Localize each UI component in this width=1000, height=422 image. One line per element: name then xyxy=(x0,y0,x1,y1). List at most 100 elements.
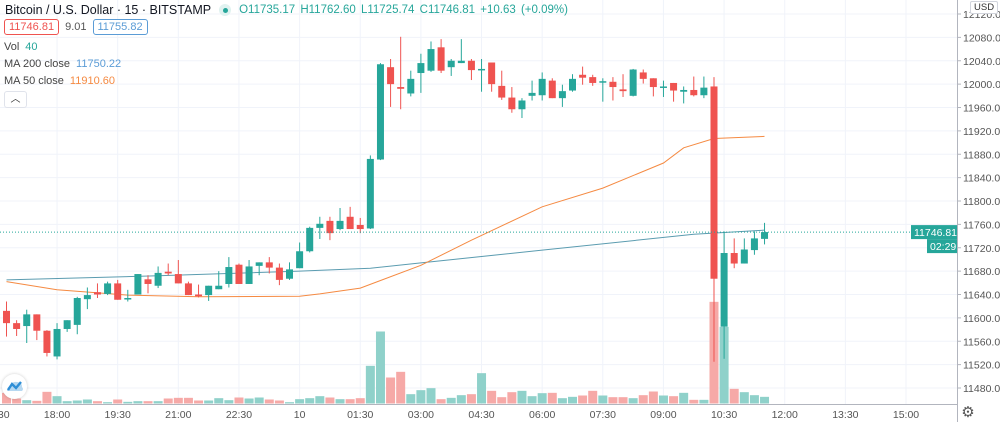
candle-body xyxy=(427,49,435,71)
candle xyxy=(558,84,566,107)
indicator-ma50[interactable]: MA 50 close 11910.60 xyxy=(4,75,115,87)
candle xyxy=(124,289,132,302)
candle xyxy=(296,242,304,269)
price-badges: 11746.81 02:29 xyxy=(911,225,957,254)
candle xyxy=(710,77,718,362)
bid-ask-row: 11746.81 9.01 11755.82 xyxy=(4,19,148,35)
candle-body xyxy=(346,216,354,230)
volume-bar xyxy=(103,402,113,404)
buy-price-button[interactable]: 11755.82 xyxy=(92,19,148,35)
volume-bar xyxy=(204,400,214,404)
price-tick-label: 11680.00 xyxy=(963,266,1000,278)
candle-body xyxy=(467,60,475,71)
candle xyxy=(154,266,162,289)
volume-bar xyxy=(375,331,385,404)
candle-body xyxy=(356,224,364,230)
candle-body xyxy=(761,232,769,239)
tradingview-logo-icon[interactable] xyxy=(2,374,27,399)
candle xyxy=(538,72,546,101)
volume-bar xyxy=(567,396,577,404)
time-tick-label: 01:30 xyxy=(347,409,373,421)
time-axis[interactable]: 16:30 18:00 19:30 21:00 22:30 10 01:30 03:00 04:… xyxy=(0,409,919,421)
candle-body xyxy=(53,328,61,357)
candle-body xyxy=(144,279,152,284)
candle-body xyxy=(13,323,21,329)
settings-gear-icon[interactable]: ⚙ xyxy=(961,404,975,421)
ma200-line xyxy=(6,229,765,281)
volume-bar xyxy=(588,390,598,404)
price-tick-label: 11520.00 xyxy=(963,360,1000,372)
volume-bar xyxy=(527,396,537,404)
volume-bar xyxy=(406,394,416,404)
indicator-label: MA 200 close xyxy=(4,58,71,70)
time-tick-label: 12:00 xyxy=(772,409,798,421)
candle-body xyxy=(730,253,738,264)
volume-bar xyxy=(264,399,274,404)
volume-bar xyxy=(517,390,527,404)
volume-bar xyxy=(143,401,153,404)
candle xyxy=(437,39,445,74)
candle xyxy=(457,39,465,64)
candle-body xyxy=(174,274,182,284)
candle xyxy=(467,58,475,81)
price-tick-label: 11960.00 xyxy=(963,103,1000,115)
volume-bar xyxy=(689,399,699,404)
volume-bar xyxy=(547,392,557,404)
candle-body xyxy=(710,86,718,279)
currency-label[interactable]: USD xyxy=(970,1,999,14)
candle-body xyxy=(286,269,294,279)
countdown-badge xyxy=(927,239,957,254)
candle-body xyxy=(740,249,748,264)
candle-body xyxy=(124,298,132,300)
candle xyxy=(93,283,101,299)
volume-bar xyxy=(739,392,749,404)
volume-bar xyxy=(92,401,102,404)
volume-bar xyxy=(295,399,305,404)
candle xyxy=(568,74,576,92)
volume-bar xyxy=(628,398,638,404)
symbol-title[interactable]: Bitcoin / U.S. Dollar · 15 · BITSTAMP xyxy=(5,3,212,17)
volume-bar xyxy=(285,402,295,404)
sell-price-button[interactable]: 11746.81 xyxy=(4,19,60,35)
collapse-legend-button[interactable]: ︿ xyxy=(4,91,27,108)
candle-body xyxy=(83,295,91,300)
candle-body xyxy=(680,89,688,92)
candle-body xyxy=(447,60,455,68)
candle-body xyxy=(568,78,576,91)
price-tick-label: 11840.00 xyxy=(963,173,1000,185)
price-axis[interactable]: 12120.0012080.0012040.0012000.0011960.00… xyxy=(957,9,1000,395)
candle xyxy=(275,263,283,286)
candle xyxy=(134,274,142,295)
candle xyxy=(53,323,61,360)
candle xyxy=(3,301,11,337)
candle xyxy=(609,77,617,101)
candle-body xyxy=(3,310,11,324)
volume-bar xyxy=(477,373,487,404)
bar-countdown: 02:29 xyxy=(930,241,956,253)
candle-body xyxy=(538,78,546,96)
candle xyxy=(619,74,627,97)
candle-body xyxy=(215,285,223,290)
candle xyxy=(629,68,637,97)
volume-bar xyxy=(315,396,325,404)
indicator-ma200[interactable]: MA 200 close 11750.22 xyxy=(4,58,121,70)
indicator-volume[interactable]: Vol 40 xyxy=(4,41,38,53)
volume-bar xyxy=(658,395,668,404)
time-tick-label: 22:30 xyxy=(226,409,252,421)
indicator-value: 11910.60 xyxy=(69,75,115,87)
volume-bar xyxy=(133,401,143,404)
price-tick-label: 11800.00 xyxy=(963,196,1000,208)
volume-bar xyxy=(72,400,82,404)
volume-bar xyxy=(123,401,133,404)
volume-bar xyxy=(598,395,608,404)
candle-body xyxy=(498,85,506,98)
price-tick-label: 11920.00 xyxy=(963,126,1000,138)
candle xyxy=(528,80,536,101)
candle-body xyxy=(488,62,496,85)
volume-bar xyxy=(234,397,244,404)
candle xyxy=(639,69,647,84)
candle-body xyxy=(73,298,81,325)
indicator-label: MA 50 close xyxy=(4,75,64,87)
candle xyxy=(417,53,425,93)
